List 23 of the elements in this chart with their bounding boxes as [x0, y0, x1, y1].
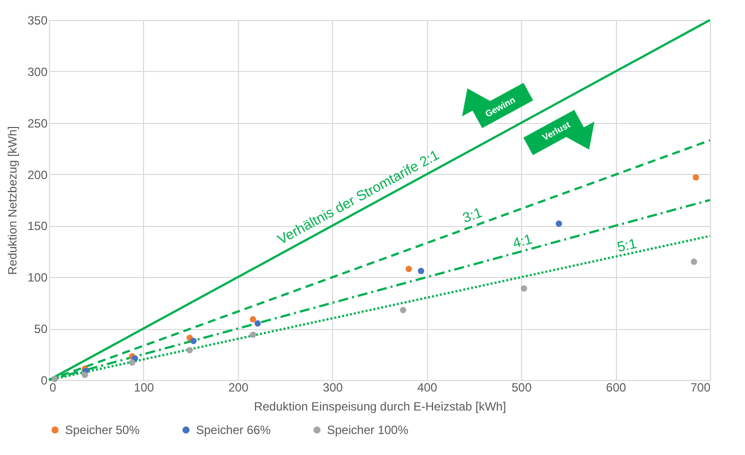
x-tick-label: 200 — [228, 380, 249, 394]
annotation: 3:1 — [460, 204, 484, 226]
x-tick-label: 0 — [50, 380, 56, 394]
x-tick-label: 400 — [417, 380, 438, 394]
y-tick-label: 350 — [27, 14, 48, 28]
y-tick-label: 50 — [34, 322, 48, 336]
y-tick-label: 300 — [27, 64, 48, 79]
x-tick-label: 700 — [690, 380, 711, 394]
x-tick-label: 500 — [512, 380, 532, 394]
y-tick-label: 100 — [27, 270, 48, 285]
y-tick-label: 200 — [27, 168, 48, 182]
x-tick-label: 600 — [606, 380, 626, 394]
x-tick-label: 300 — [322, 380, 344, 394]
y-tick-label: 150 — [27, 219, 48, 234]
x-tick-label: 100 — [134, 380, 154, 394]
legend-label: Speicher 100% — [327, 423, 409, 437]
y-axis-title: Reduktion Netzbezug [kWh] — [5, 126, 20, 275]
legend-label: Speicher 50% — [65, 423, 140, 437]
legend-label: Speicher 66% — [196, 423, 272, 437]
annotation: 5:1 — [616, 234, 638, 255]
annotation: 4:1 — [510, 230, 534, 252]
y-tick-label: 250 — [27, 116, 48, 130]
x-axis-title: Reduktion Einspeisung durch E-Heizstab [kWh] — [254, 400, 506, 414]
